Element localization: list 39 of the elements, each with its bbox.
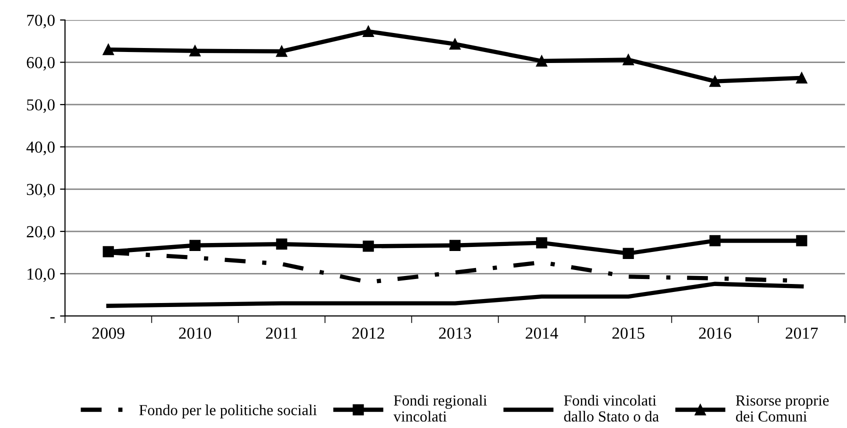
- y-tick-label: 70,0: [27, 14, 55, 28]
- y-tick-label: 40,0: [26, 142, 55, 156]
- legend-label: Fondo per le politiche sociali: [139, 404, 317, 418]
- point: [189, 240, 201, 251]
- point: [796, 72, 808, 84]
- legend-label: Fondi regionali vincolati: [393, 394, 487, 422]
- point: [102, 246, 114, 258]
- x-tick-label: 2017: [786, 328, 818, 339]
- y-tick-label: 60,0: [26, 56, 55, 71]
- point: [189, 45, 201, 56]
- legend-label: Risorse proprie dei Comuni: [736, 395, 829, 422]
- point: [449, 38, 461, 50]
- x-tick-label: 2012: [352, 328, 384, 339]
- point: [536, 55, 548, 67]
- x-tick-label: 2015: [612, 328, 644, 339]
- point: [362, 240, 374, 252]
- point: [362, 26, 374, 37]
- y-tick-label: 20,0: [26, 226, 55, 240]
- x-tick-label: 2010: [179, 328, 212, 339]
- x-tick-label: 2011: [266, 328, 298, 339]
- point: [709, 235, 721, 246]
- point: [449, 240, 461, 251]
- point: [536, 237, 548, 248]
- x-tick-label: 2016: [699, 328, 732, 339]
- x-tick-label: 2014: [526, 328, 558, 339]
- point: [796, 235, 808, 246]
- point: [709, 76, 721, 87]
- y-tick-label: 30,0: [26, 184, 55, 198]
- point: [102, 44, 114, 56]
- y-tick-label: 50,0: [27, 99, 55, 113]
- point: [622, 54, 634, 66]
- x-tick-label: 2009: [92, 328, 124, 339]
- point: [622, 248, 634, 259]
- legend-label: Fondi vincolati dallo Stato o da: [564, 394, 659, 422]
- point: [276, 46, 288, 57]
- y-tick-label: -: [50, 317, 55, 318]
- y-tick-label: 10,0: [28, 268, 55, 282]
- point: [276, 238, 288, 250]
- x-tick-label: 2013: [439, 328, 472, 339]
